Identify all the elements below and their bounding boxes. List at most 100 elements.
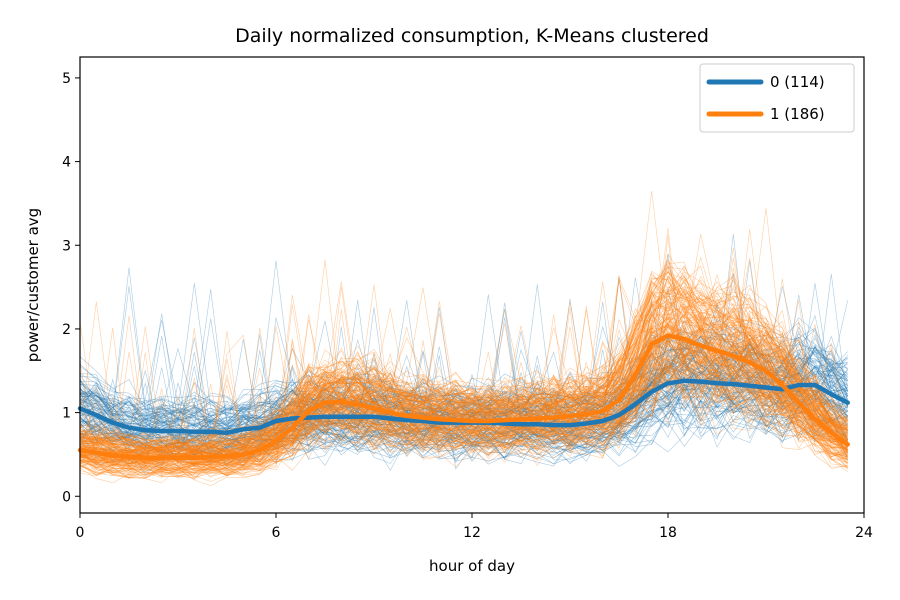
member-trace-cluster-1 [79,265,848,479]
member-trace-cluster-1 [79,227,848,469]
member-trace-cluster-1 [79,322,848,461]
member-trace-cluster-0 [79,313,848,428]
member-trace-cluster-1 [79,329,848,458]
member-trace-cluster-0 [79,303,848,410]
member-trace-cluster-1 [79,320,848,474]
member-trace-cluster-1 [79,314,848,477]
member-trace-cluster-1 [79,363,848,479]
y-axis-label: power/customer avg [24,208,42,362]
member-trace-cluster-0 [79,335,848,431]
member-trace-cluster-0 [79,375,848,460]
member-trace-cluster-0 [79,362,848,437]
member-trace-cluster-1 [79,283,848,453]
member-trace-cluster-1 [79,291,848,452]
member-trace-cluster-0 [79,348,848,443]
x-axis-label: hour of day [429,557,515,575]
member-trace-cluster-1 [79,287,848,453]
member-trace-cluster-1 [79,290,848,482]
member-trace-cluster-0 [79,390,848,462]
member-trace-cluster-1 [79,263,848,447]
member-trace-cluster-0 [79,346,848,431]
member-trace-cluster-1 [79,292,848,458]
member-trace-cluster-1 [79,326,848,465]
member-trace-cluster-1 [79,278,848,454]
member-trace-cluster-1 [79,258,848,447]
member-trace-cluster-1 [79,342,848,474]
y-tick-label: 4 [62,155,71,171]
member-trace-cluster-1 [79,271,848,443]
member-trace-cluster-1 [79,365,848,469]
member-trace-cluster-1 [79,355,848,471]
member-trace-cluster-1 [79,341,848,478]
member-trace-cluster-1 [79,207,848,450]
member-traces [79,190,848,487]
member-trace-cluster-1 [79,340,848,472]
member-trace-cluster-1 [79,352,848,477]
member-trace-cluster-1 [79,346,848,470]
member-trace-cluster-1 [79,247,848,451]
cluster-mean-lines [77,333,850,461]
member-trace-cluster-0 [79,372,848,465]
member-trace-cluster-1 [79,321,848,455]
member-trace-cluster-1 [79,356,848,471]
y-axis: 0 1 2 3 4 5 [62,71,80,505]
member-trace-cluster-1 [79,274,848,447]
member-trace-cluster-0 [79,349,848,436]
member-trace-cluster-1 [79,293,848,452]
member-trace-cluster-1 [79,339,848,479]
member-trace-cluster-1 [79,276,848,454]
member-trace-cluster-1 [79,235,848,477]
legend-label-cluster-1: 1 (186) [770,105,825,123]
member-trace-cluster-1 [79,266,848,458]
member-trace-cluster-1 [79,286,848,453]
member-trace-cluster-1 [79,275,848,445]
member-trace-cluster-0 [79,375,848,464]
member-trace-cluster-1 [79,253,848,450]
member-trace-cluster-1 [79,288,848,452]
member-trace-cluster-1 [79,340,848,476]
member-trace-cluster-0 [79,355,848,454]
member-trace-cluster-1 [79,265,848,448]
member-trace-cluster-0 [79,374,848,465]
member-trace-cluster-1 [79,352,848,478]
member-trace-cluster-0 [79,334,848,471]
member-trace-cluster-1 [79,270,848,452]
member-trace-cluster-0 [79,356,848,439]
member-trace-cluster-0 [79,358,848,446]
member-trace-cluster-1 [79,259,848,460]
member-trace-cluster-1 [79,316,848,476]
member-trace-cluster-0 [79,277,848,429]
member-trace-cluster-0 [79,360,848,440]
member-trace-cluster-0 [79,283,848,436]
chart-title: Daily normalized consumption, K-Means cl… [235,25,709,47]
member-trace-cluster-1 [79,267,848,457]
member-trace-cluster-1 [79,355,848,470]
member-trace-cluster-0 [79,317,848,451]
y-tick-label: 3 [62,238,71,254]
member-trace-cluster-0 [79,365,848,445]
member-trace-cluster-0 [79,328,848,413]
member-trace-cluster-1 [79,229,848,460]
member-trace-cluster-1 [79,337,848,478]
legend-label-cluster-0: 0 (114) [770,73,825,91]
member-trace-cluster-1 [79,233,848,468]
member-trace-cluster-0 [79,336,848,458]
member-trace-cluster-0 [79,339,848,437]
member-trace-cluster-1 [79,290,848,459]
member-trace-cluster-0 [79,384,848,450]
member-trace-cluster-1 [79,369,848,477]
member-trace-cluster-0 [79,335,848,422]
member-trace-cluster-1 [79,310,848,466]
member-trace-cluster-1 [79,312,848,463]
member-trace-cluster-0 [79,365,848,462]
member-trace-cluster-1 [79,308,848,458]
y-tick-label: 0 [62,489,71,505]
member-trace-cluster-1 [79,320,848,468]
member-trace-cluster-1 [79,351,848,477]
member-trace-cluster-0 [79,319,848,423]
member-trace-cluster-1 [79,289,848,455]
member-trace-cluster-0 [79,382,848,450]
member-trace-cluster-1 [79,299,848,450]
member-trace-cluster-1 [79,332,848,479]
